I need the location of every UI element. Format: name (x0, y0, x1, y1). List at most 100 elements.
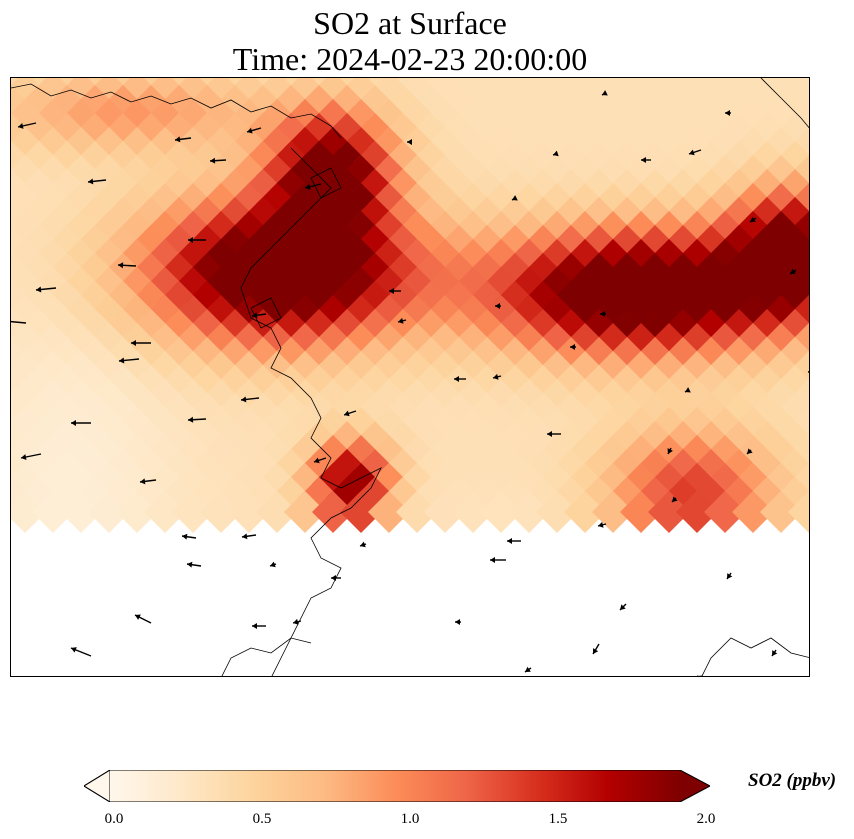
colorbar-label: SO2 (ppbv) (748, 770, 837, 791)
colorbar-svg (83, 769, 712, 803)
colorbar-extend-high (680, 770, 710, 802)
wind-vector-head (21, 454, 27, 460)
wind-vector-head (252, 312, 258, 319)
wind-vector-head (553, 150, 559, 157)
so2-cell (424, 491, 466, 533)
coastline-north (11, 83, 342, 139)
so2-cell (424, 78, 466, 113)
so2-cell (284, 491, 326, 533)
wind-vector-head (241, 396, 247, 403)
wind-vector-head (490, 557, 495, 563)
wind-vector-head (620, 604, 626, 610)
coastline-island-2 (310, 167, 342, 199)
so2-cell (116, 491, 158, 533)
map-title-line1: SO2 at Surface (313, 5, 507, 41)
wind-vector-head (407, 139, 412, 145)
so2-cell (480, 78, 522, 113)
wind-vector-head (187, 561, 193, 568)
wind-vector-head (360, 541, 366, 548)
so2-cell (760, 78, 802, 113)
so2-cell (60, 78, 102, 113)
so2-cell (704, 78, 746, 113)
so2-cell (396, 491, 438, 533)
wind-vector-head (344, 410, 350, 417)
wind-vector-head (140, 478, 146, 485)
wind-vector-head (454, 376, 459, 382)
wind-vector-head (188, 416, 194, 423)
so2-cell (592, 78, 634, 113)
wind-vector-head (507, 538, 512, 544)
wind-vector-head (182, 533, 188, 540)
so2-cell (648, 491, 690, 533)
wind-vector-head (247, 127, 253, 134)
wind-vector-head (689, 149, 695, 156)
so2-cell (564, 78, 606, 113)
wind-vector-head (398, 317, 404, 324)
colorbar-tick-4: 2.0 (696, 811, 716, 827)
so2-cell (32, 491, 74, 533)
wind-vector-head (750, 216, 756, 222)
so2-concentration-map (11, 78, 809, 676)
wind-vector (697, 675, 699, 676)
so2-cell (340, 491, 382, 533)
wind-vector-head (772, 650, 778, 656)
so2-cell (144, 491, 186, 533)
so2-cell (396, 78, 438, 113)
so2-cell (620, 491, 662, 533)
wind-vectors (11, 90, 809, 676)
wind-vector-head (727, 573, 733, 579)
wind-vector-head (175, 136, 181, 143)
so2-cell (11, 491, 46, 533)
wind-vector-head (71, 420, 76, 426)
so2-cell (200, 491, 242, 533)
wind-vector-head (210, 157, 216, 164)
so2-cell (592, 491, 634, 533)
so2-cell (284, 78, 326, 113)
coastline-ne (760, 78, 809, 129)
wind-vector-head (88, 178, 94, 185)
so2-cell (368, 491, 410, 533)
wind-vector-head (293, 618, 299, 625)
so2-cell (340, 78, 382, 113)
wind-vector-head (525, 666, 531, 672)
wind-vector-head (808, 371, 809, 373)
wind-vector-head (18, 122, 24, 129)
wind-vector-head (270, 561, 276, 568)
so2-cell (760, 491, 802, 533)
map-title-line2: Time: 2024-02-23 20:00:00 (232, 41, 588, 77)
wind-vector-head (790, 268, 796, 274)
so2-cell (788, 491, 809, 533)
so2-cell (228, 78, 270, 113)
wind-vector-head (493, 373, 499, 380)
coastline-se (701, 637, 809, 676)
so2-cell (704, 491, 746, 533)
colorbar-extend-low (83, 769, 111, 803)
so2-cell (116, 78, 158, 113)
wind-vector-head (672, 496, 678, 502)
wind-vector-head (697, 675, 703, 676)
so2-cell (60, 491, 102, 533)
wind-vector-head (495, 303, 500, 309)
wind-vector-head (602, 90, 608, 96)
colorbar-tick-1: 0.5 (252, 811, 272, 827)
wind-vector-head (131, 340, 136, 346)
so2-cell (732, 491, 774, 533)
wind-vector-head (36, 286, 42, 293)
so2-cell (480, 491, 522, 533)
wind-vector-head (747, 448, 753, 454)
so2-cell (564, 491, 606, 533)
wind-vector-head (667, 448, 673, 454)
wind-vector-head (252, 623, 257, 629)
coastline-central (240, 147, 382, 676)
wind-vector-head (135, 614, 141, 620)
wind-vector-head (547, 431, 552, 437)
wind-vector (11, 320, 27, 324)
wind-vector-head (598, 521, 604, 528)
wind-vector-head (389, 288, 394, 294)
so2-cell (228, 491, 270, 533)
coastlines (11, 78, 809, 676)
coastline-south (221, 637, 312, 676)
wind-vector-head (119, 357, 125, 364)
so2-cell (172, 491, 214, 533)
wind-vector-head (314, 457, 320, 464)
